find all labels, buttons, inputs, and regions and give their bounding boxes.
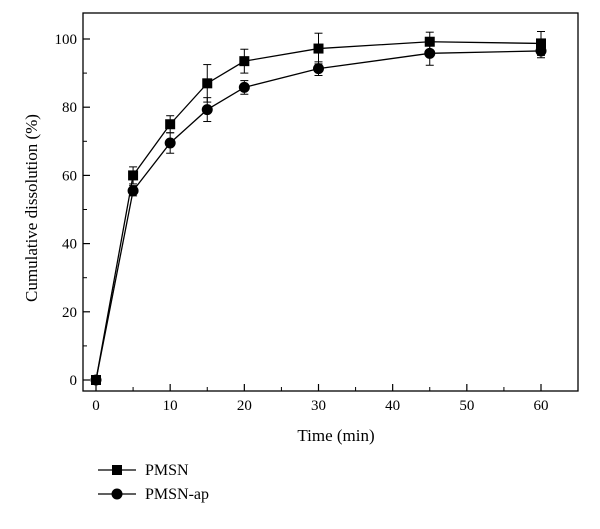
y-tick-label: 20 <box>62 305 77 321</box>
legend: PMSN PMSN-ap <box>98 462 209 503</box>
y-axis-title: Cumulative dissolution (%) <box>22 114 41 302</box>
legend-marker-pmsn-ap <box>111 488 123 500</box>
x-tick-label: 60 <box>534 398 549 414</box>
data-point-pmsn-ap <box>90 374 102 386</box>
data-point-pmsn <box>165 119 176 130</box>
data-point-pmsn-ap <box>201 104 213 116</box>
x-tick-label: 40 <box>385 398 400 414</box>
x-tick-label: 20 <box>237 398 252 414</box>
data-point-pmsn-ap <box>164 137 176 149</box>
series-line-pmsn-ap <box>95 50 542 381</box>
y-tick-label: 80 <box>62 100 77 116</box>
x-tick-label: 10 <box>163 398 178 414</box>
series-line-pmsn <box>95 41 542 381</box>
x-tick-label: 30 <box>311 398 326 414</box>
x-tick-label: 50 <box>459 398 474 414</box>
y-tick-label: 100 <box>55 32 78 48</box>
legend-label: PMSN-ap <box>145 486 209 503</box>
data-point-pmsn-ap <box>535 45 547 57</box>
y-tick-label: 0 <box>70 373 78 389</box>
y-tick-label: 40 <box>62 237 77 253</box>
y-tick-label: 60 <box>62 168 77 184</box>
x-tick-label: 0 <box>92 398 100 414</box>
axes: 0 10 20 30 40 50 60 0 20 40 60 80 100 <box>55 12 579 414</box>
data-point-pmsn <box>313 43 324 54</box>
data-point-pmsn-ap <box>424 47 436 59</box>
data-point-pmsn <box>202 78 213 89</box>
series-pmsn <box>91 30 546 385</box>
series-layer <box>90 30 547 386</box>
data-point-pmsn <box>128 170 139 181</box>
data-point-pmsn-ap <box>238 81 250 93</box>
data-point-pmsn <box>239 56 250 67</box>
legend-label: PMSN <box>145 462 189 479</box>
data-point-pmsn <box>536 38 546 49</box>
legend-item-pmsn-ap: PMSN-ap <box>98 486 209 503</box>
x-axis-title: Time (min) <box>297 426 374 445</box>
series-pmsn-ap <box>90 40 547 386</box>
legend-marker-pmsn <box>112 465 122 475</box>
plot-frame <box>82 12 579 392</box>
data-point-pmsn-ap <box>127 185 139 197</box>
data-point-pmsn-ap <box>313 63 324 75</box>
legend-item-pmsn: PMSN <box>98 462 189 479</box>
